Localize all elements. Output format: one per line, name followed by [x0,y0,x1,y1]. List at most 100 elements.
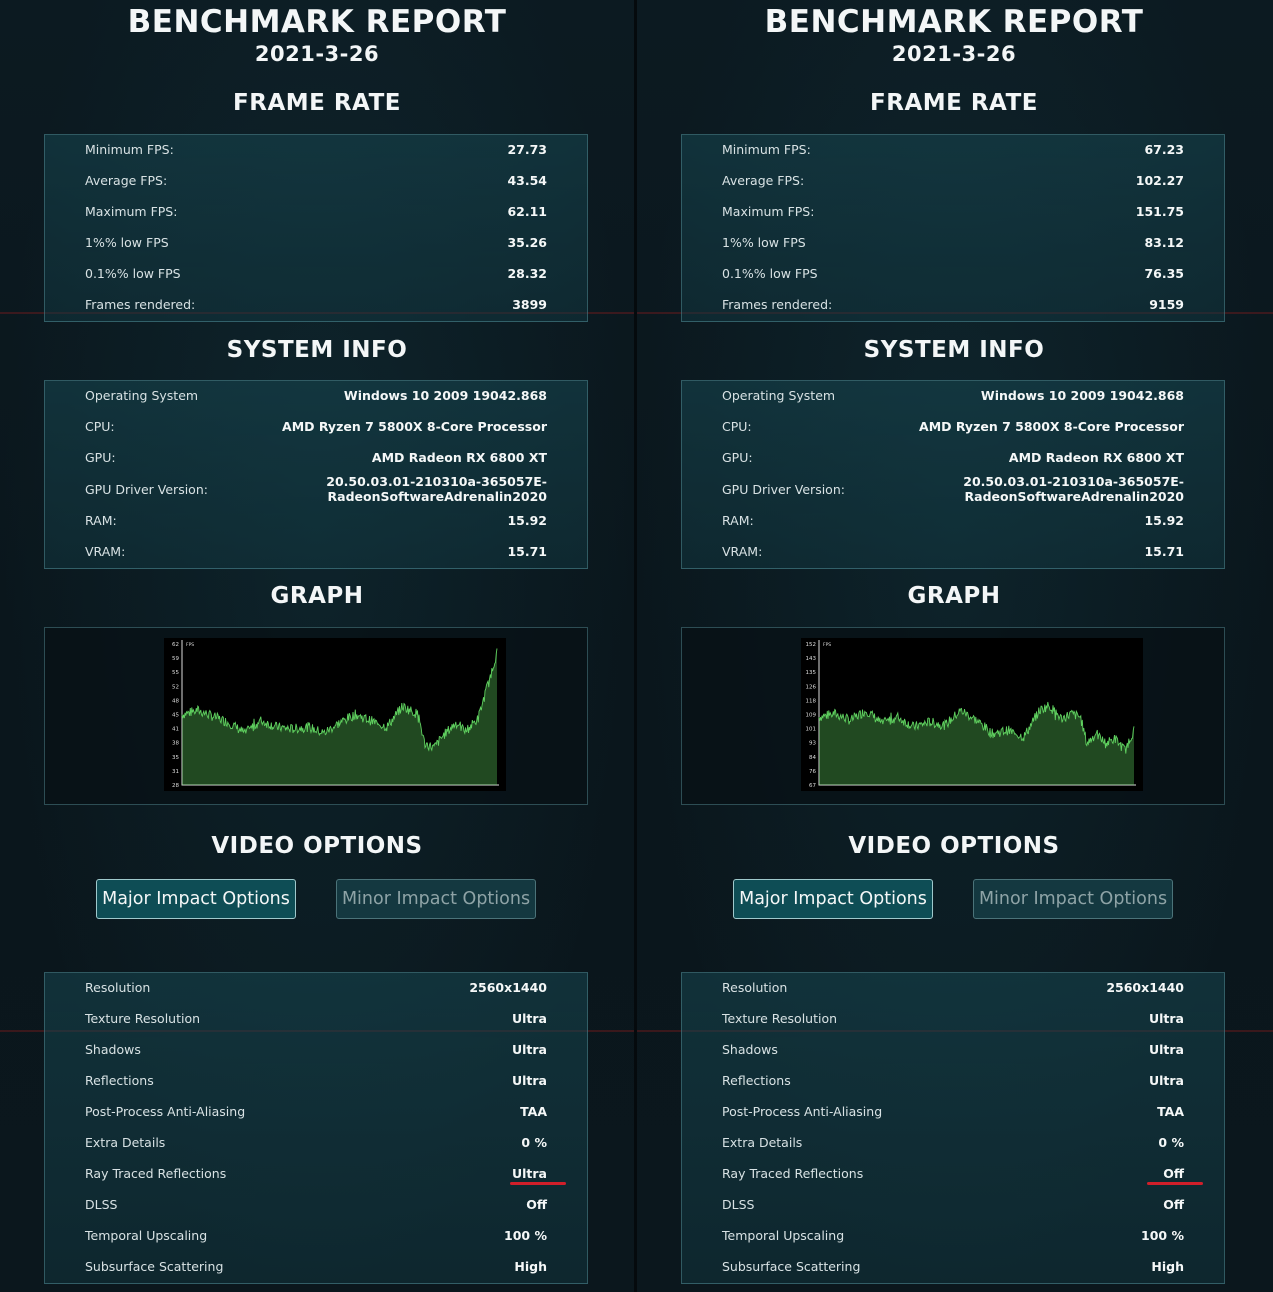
system-info-value: 20.50.03.01-210310a-365057E- RadeonSoftw… [326,474,547,504]
fps-graph: 152 143 135 126 118 109 101 93 84 76 67 FPS [801,638,1143,791]
system-info-value: AMD Ryzen 7 5800X 8-Core Processor [282,419,547,434]
frame-rate-row: 1%% low FPS 35.26 [45,235,587,255]
y-tick-label: 38 [172,741,179,747]
video-option-value: TAA [520,1104,547,1119]
highlight-underline [510,1182,566,1185]
frame-rate-row: Minimum FPS: 27.73 [45,142,587,162]
chart-axes [818,640,1136,786]
frame-rate-label: 1%% low FPS [85,235,169,250]
video-option-row: Ray Traced Reflections Off [682,1166,1224,1186]
video-option-row: Extra Details 0 % [45,1135,587,1155]
frame-rate-label: Average FPS: [722,173,805,188]
system-info-value: 15.92 [507,513,547,528]
frame-rate-label: Average FPS: [85,173,168,188]
video-option-row: Temporal Upscaling 100 % [45,1228,587,1248]
frame-rate-label: Minimum FPS: [85,142,174,157]
video-option-label: Resolution [722,980,788,995]
video-option-row: Reflections Ultra [45,1073,587,1093]
minor-impact-options-button[interactable]: Minor Impact Options [336,879,536,919]
y-tick-label: 52 [172,684,179,690]
video-option-value: TAA [1157,1104,1184,1119]
video-option-label: Resolution [85,980,151,995]
system-info-label: RAM: [85,513,117,528]
video-option-label: Reflections [722,1073,791,1088]
major-impact-options-button[interactable]: Major Impact Options [733,879,933,919]
y-tick-label: 41 [172,727,179,733]
video-option-label: DLSS [85,1197,118,1212]
video-option-row: Texture Resolution Ultra [682,1011,1224,1031]
fps-area [819,702,1134,785]
video-option-row: Reflections Ultra [682,1073,1224,1093]
frame-rate-heading: FRAME RATE [233,90,401,116]
frame-rate-value: 35.26 [507,235,547,250]
video-option-row: Subsurface Scattering High [45,1259,587,1279]
fps-area [182,648,497,785]
frame-rate-heading: FRAME RATE [870,90,1038,116]
y-axis-label: FPS [823,642,831,648]
video-option-row: Subsurface Scattering High [682,1259,1224,1279]
video-option-value: Ultra [511,1073,547,1088]
frame-rate-label: 0.1%% low FPS [85,266,181,281]
system-info-value: Windows 10 2009 19042.868 [980,388,1184,403]
y-tick-label: 135 [806,670,817,676]
video-option-label: Texture Resolution [722,1011,838,1026]
major-impact-options-button[interactable]: Major Impact Options [96,879,296,919]
system-info-row: Operating System Windows 10 2009 19042.86… [682,388,1224,408]
video-option-label: Ray Traced Reflections [722,1166,864,1181]
chart-axes [181,640,499,786]
video-option-row: Shadows Ultra [45,1042,587,1062]
system-info-label: CPU: [722,419,752,434]
video-option-label: Extra Details [85,1135,166,1150]
y-tick-label: 67 [809,783,816,789]
video-option-value: 2560x1440 [1106,980,1184,995]
video-option-value: Ultra [511,1011,547,1026]
video-option-value: Off [1163,1166,1184,1181]
video-option-row: Resolution 2560x1440 [682,980,1224,1000]
video-option-row: Extra Details 0 % [682,1135,1224,1155]
plot-background [164,638,506,791]
video-option-value: 100 % [1141,1228,1184,1243]
video-options-panel: Resolution 2560x1440 Texture Resolution Ult… [681,972,1225,1284]
system-info-row: GPU Driver Version: 20.50.03.01-210310a-3… [682,474,1224,508]
y-tick-label: 126 [806,684,817,690]
video-option-label: Post-Process Anti-Aliasing [722,1104,883,1119]
frame-rate-row: 1%% low FPS 83.12 [682,235,1224,255]
video-option-row: Ray Traced Reflections Ultra [45,1166,587,1186]
y-tick-label: 76 [809,769,816,775]
video-option-value: Ultra [1148,1011,1184,1026]
system-info-row: RAM: 15.92 [682,513,1224,533]
system-info-value: 15.92 [1144,513,1184,528]
system-info-row: GPU: AMD Radeon RX 6800 XT [45,450,587,470]
system-info-label: CPU: [85,419,115,434]
minor-impact-options-button[interactable]: Minor Impact Options [973,879,1173,919]
y-tick-label: 31 [172,769,179,775]
system-info-row: GPU Driver Version: 20.50.03.01-210310a-3… [45,474,587,508]
frame-rate-row: 0.1%% low FPS 28.32 [45,266,587,286]
frame-rate-label: Frames rendered: [722,297,833,312]
video-option-value: 0 % [1158,1135,1184,1150]
frame-rate-value: 102.27 [1135,173,1184,188]
frame-rate-value: 83.12 [1144,235,1184,250]
video-options-heading: VIDEO OPTIONS [848,833,1060,859]
system-info-heading: SYSTEM INFO [863,337,1045,363]
video-option-value: 2560x1440 [469,980,547,995]
frame-rate-panel: Minimum FPS: 67.23 Average FPS: 102.27 Maxim… [681,134,1225,322]
y-tick-label: 45 [172,713,179,719]
system-info-label: GPU Driver Version: [722,482,845,497]
video-option-row: Shadows Ultra [682,1042,1224,1062]
video-option-label: Ray Traced Reflections [85,1166,227,1181]
video-option-label: Shadows [722,1042,778,1057]
benchmark-report-left: BENCHMARK REPORT 2021-3-26 FRAME RATE Minim… [0,0,634,1292]
frame-rate-row: Frames rendered: 3899 [45,297,587,317]
video-option-label: Temporal Upscaling [722,1228,845,1243]
frame-rate-label: Frames rendered: [85,297,196,312]
frame-rate-panel: Minimum FPS: 27.73 Average FPS: 43.54 Maximu… [44,134,588,322]
system-info-label: GPU: [722,450,753,465]
frame-rate-row: Frames rendered: 9159 [682,297,1224,317]
system-info-value: AMD Ryzen 7 5800X 8-Core Processor [919,419,1184,434]
frame-rate-row: Minimum FPS: 67.23 [682,142,1224,162]
y-tick-label: 48 [172,698,179,704]
video-option-label: Reflections [85,1073,154,1088]
video-option-value: 0 % [521,1135,547,1150]
y-tick-label: 93 [809,741,816,747]
